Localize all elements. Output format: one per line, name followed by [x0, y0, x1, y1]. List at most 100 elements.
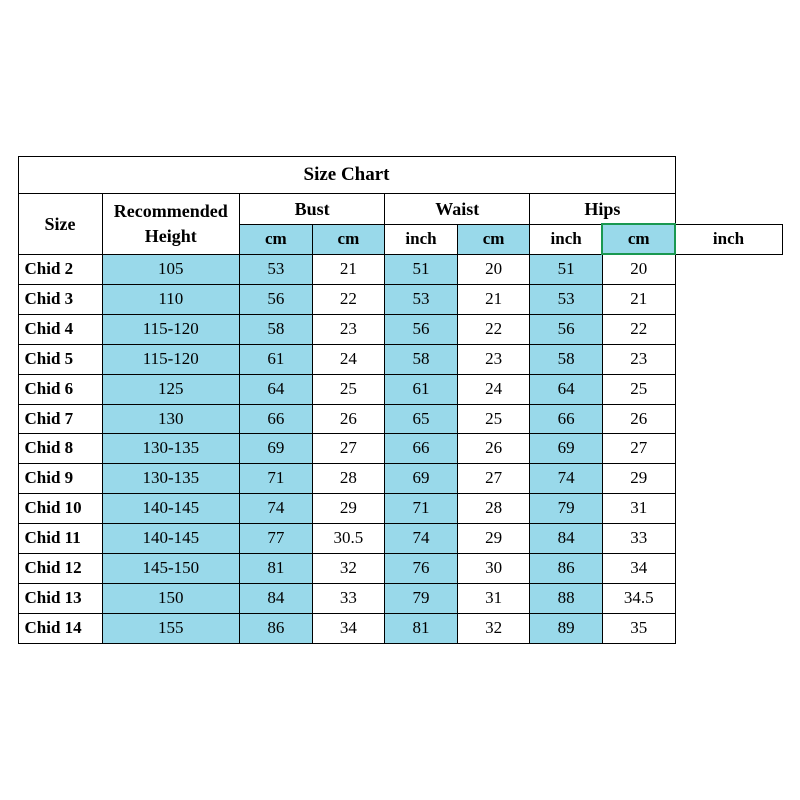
- cell-bust-cm: 86: [240, 614, 313, 644]
- cell-waist-cm: 65: [385, 404, 458, 434]
- cell-size: Chid 9: [18, 464, 102, 494]
- cell-waist-cm: 74: [385, 524, 458, 554]
- cell-bust-inch: 32: [312, 554, 385, 584]
- cell-hips-inch: 23: [602, 344, 675, 374]
- cell-hips-cm: 74: [530, 464, 603, 494]
- unit-recheight-cm: cm: [240, 224, 313, 254]
- cell-hips-inch: 22: [602, 314, 675, 344]
- cell-size: Chid 2: [18, 254, 102, 284]
- cell-waist-cm: 66: [385, 434, 458, 464]
- cell-waist-inch: 23: [457, 344, 530, 374]
- cell-hips-inch: 34.5: [602, 584, 675, 614]
- size-chart-container: Size Chart Size Recommended Height Bust …: [18, 156, 783, 644]
- cell-waist-inch: 24: [457, 374, 530, 404]
- header-bust: Bust: [240, 193, 385, 224]
- cell-waist-cm: 51: [385, 254, 458, 284]
- cell-waist-cm: 58: [385, 344, 458, 374]
- cell-hips-cm: 86: [530, 554, 603, 584]
- cell-hips-inch: 31: [602, 494, 675, 524]
- cell-bust-cm: 77: [240, 524, 313, 554]
- cell-hips-cm: 53: [530, 284, 603, 314]
- cell-hips-cm: 66: [530, 404, 603, 434]
- table-row: Chid 9130-135712869277429: [18, 464, 782, 494]
- cell-height-cm: 110: [102, 284, 240, 314]
- cell-hips-inch: 20: [602, 254, 675, 284]
- cell-height-cm: 150: [102, 584, 240, 614]
- cell-height-cm: 105: [102, 254, 240, 284]
- cell-bust-inch: 27: [312, 434, 385, 464]
- cell-waist-cm: 53: [385, 284, 458, 314]
- cell-bust-inch: 25: [312, 374, 385, 404]
- cell-waist-inch: 26: [457, 434, 530, 464]
- cell-bust-inch: 33: [312, 584, 385, 614]
- cell-size: Chid 6: [18, 374, 102, 404]
- cell-hips-inch: 25: [602, 374, 675, 404]
- cell-size: Chid 10: [18, 494, 102, 524]
- cell-height-cm: 115-120: [102, 314, 240, 344]
- unit-bust-cm: cm: [312, 224, 385, 254]
- cell-waist-inch: 30: [457, 554, 530, 584]
- cell-bust-cm: 64: [240, 374, 313, 404]
- cell-bust-cm: 74: [240, 494, 313, 524]
- cell-waist-cm: 69: [385, 464, 458, 494]
- cell-hips-inch: 35: [602, 614, 675, 644]
- cell-bust-cm: 71: [240, 464, 313, 494]
- table-row: Chid 14155863481328935: [18, 614, 782, 644]
- cell-waist-cm: 56: [385, 314, 458, 344]
- cell-height-cm: 130: [102, 404, 240, 434]
- cell-bust-cm: 56: [240, 284, 313, 314]
- cell-waist-cm: 76: [385, 554, 458, 584]
- cell-bust-cm: 53: [240, 254, 313, 284]
- cell-waist-inch: 31: [457, 584, 530, 614]
- cell-size: Chid 14: [18, 614, 102, 644]
- table-row: Chid 5115-120612458235823: [18, 344, 782, 374]
- table-row: Chid 11140-1457730.574298433: [18, 524, 782, 554]
- cell-size: Chid 13: [18, 584, 102, 614]
- cell-bust-cm: 58: [240, 314, 313, 344]
- cell-waist-inch: 20: [457, 254, 530, 284]
- table-row: Chid 4115-120582356225622: [18, 314, 782, 344]
- cell-bust-inch: 29: [312, 494, 385, 524]
- cell-bust-cm: 69: [240, 434, 313, 464]
- size-chart-table: Size Chart Size Recommended Height Bust …: [18, 156, 783, 644]
- cell-size: Chid 4: [18, 314, 102, 344]
- cell-height-cm: 130-135: [102, 434, 240, 464]
- cell-bust-inch: 26: [312, 404, 385, 434]
- cell-bust-inch: 28: [312, 464, 385, 494]
- cell-waist-inch: 32: [457, 614, 530, 644]
- cell-size: Chid 11: [18, 524, 102, 554]
- cell-waist-inch: 27: [457, 464, 530, 494]
- cell-hips-cm: 89: [530, 614, 603, 644]
- table-row: Chid 6125642561246425: [18, 374, 782, 404]
- cell-bust-cm: 84: [240, 584, 313, 614]
- cell-bust-cm: 61: [240, 344, 313, 374]
- cell-hips-inch: 27: [602, 434, 675, 464]
- cell-hips-cm: 64: [530, 374, 603, 404]
- cell-waist-cm: 61: [385, 374, 458, 404]
- cell-size: Chid 12: [18, 554, 102, 584]
- cell-height-cm: 155: [102, 614, 240, 644]
- cell-height-cm: 115-120: [102, 344, 240, 374]
- table-row: Chid 2105532151205120: [18, 254, 782, 284]
- cell-hips-inch: 33: [602, 524, 675, 554]
- cell-size: Chid 5: [18, 344, 102, 374]
- cell-waist-inch: 22: [457, 314, 530, 344]
- cell-height-cm: 140-145: [102, 494, 240, 524]
- table-row: Chid 10140-145742971287931: [18, 494, 782, 524]
- cell-hips-inch: 29: [602, 464, 675, 494]
- cell-height-cm: 125: [102, 374, 240, 404]
- cell-height-cm: 140-145: [102, 524, 240, 554]
- table-row: Chid 3110562253215321: [18, 284, 782, 314]
- cell-size: Chid 8: [18, 434, 102, 464]
- header-rec-height: Recommended Height: [102, 193, 240, 254]
- table-title: Size Chart: [18, 156, 675, 193]
- cell-waist-inch: 28: [457, 494, 530, 524]
- cell-bust-inch: 21: [312, 254, 385, 284]
- table-row: Chid 12145-150813276308634: [18, 554, 782, 584]
- cell-hips-cm: 56: [530, 314, 603, 344]
- table-row: Chid 13150843379318834.5: [18, 584, 782, 614]
- cell-waist-cm: 79: [385, 584, 458, 614]
- cell-bust-cm: 66: [240, 404, 313, 434]
- cell-bust-cm: 81: [240, 554, 313, 584]
- cell-bust-inch: 22: [312, 284, 385, 314]
